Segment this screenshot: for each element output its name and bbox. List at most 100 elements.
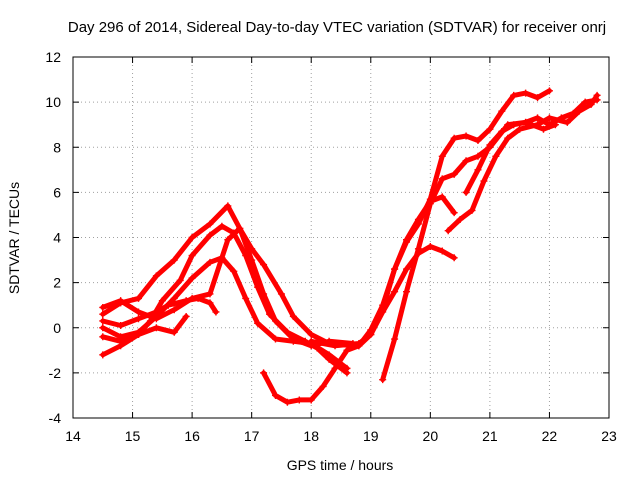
data-point <box>117 337 125 345</box>
data-point <box>170 306 178 314</box>
data-point <box>206 220 214 228</box>
data-point <box>504 134 512 142</box>
data-point <box>331 342 339 350</box>
data-point <box>99 324 107 332</box>
data-point <box>403 265 411 273</box>
grid-layer <box>73 57 609 418</box>
data-point <box>224 202 232 210</box>
data-point <box>403 238 411 246</box>
y-tick-label: -4 <box>49 410 62 426</box>
data-point <box>492 152 500 160</box>
data-point <box>271 317 279 325</box>
data-point <box>468 206 476 214</box>
data-point <box>444 227 452 235</box>
data-point <box>248 256 256 264</box>
data-point <box>510 121 518 129</box>
data-point <box>438 193 446 201</box>
data-point <box>206 299 214 307</box>
data-point <box>260 261 268 269</box>
data-point <box>206 231 214 239</box>
data-point <box>438 152 446 160</box>
data-point <box>182 297 190 305</box>
data-point <box>563 118 571 126</box>
data-point <box>206 290 214 298</box>
series-line <box>100 255 350 371</box>
data-point <box>403 288 411 296</box>
data-point <box>462 188 470 196</box>
data-point <box>343 364 351 372</box>
y-axis-label: SDTVAR / TECUs <box>6 182 22 294</box>
data-point <box>450 254 458 262</box>
data-point <box>462 157 470 165</box>
data-point <box>135 294 143 302</box>
data-point <box>486 141 494 149</box>
data-point <box>152 308 160 316</box>
data-point <box>498 127 506 135</box>
data-point <box>289 312 297 320</box>
chart-title: Day 296 of 2014, Sidereal Day-to-day VTE… <box>68 19 606 36</box>
data-point <box>367 326 375 334</box>
data-point <box>498 107 506 115</box>
x-tick-label: 22 <box>542 428 558 444</box>
series-track-12 <box>462 96 601 196</box>
data-point <box>277 290 285 298</box>
x-tick-label: 17 <box>244 428 260 444</box>
data-point <box>182 312 190 320</box>
data-point <box>260 290 268 298</box>
data-point <box>224 236 232 244</box>
data-point <box>391 265 399 273</box>
data-point <box>438 247 446 255</box>
x-tick-label: 19 <box>363 428 379 444</box>
data-point <box>534 94 542 102</box>
data-point <box>242 294 250 302</box>
y-tick-label: 4 <box>53 230 61 246</box>
data-point <box>450 134 458 142</box>
y-tick-label: 2 <box>53 275 61 291</box>
y-tick-label: 8 <box>53 139 61 155</box>
x-tick-label: 23 <box>601 428 617 444</box>
data-point <box>539 125 547 133</box>
data-point <box>99 351 107 359</box>
data-point <box>414 220 422 228</box>
x-axis-label: GPS time / hours <box>287 457 394 473</box>
y-tick-label: -2 <box>49 365 62 381</box>
data-point <box>391 335 399 343</box>
data-point <box>271 335 279 343</box>
data-point <box>170 256 178 264</box>
data-point <box>307 331 315 339</box>
y-tick-label: 6 <box>53 184 61 200</box>
data-point <box>426 200 434 208</box>
data-point <box>474 152 482 160</box>
data-point <box>426 243 434 251</box>
data-point <box>474 166 482 174</box>
data-point <box>99 333 107 341</box>
data-point <box>474 136 482 144</box>
data-point <box>593 96 601 104</box>
data-point <box>581 98 589 106</box>
data-point <box>534 121 542 129</box>
data-point <box>379 301 387 309</box>
x-tick-label: 20 <box>423 428 439 444</box>
data-point <box>283 398 291 406</box>
y-tick-label: 12 <box>45 49 61 65</box>
data-point <box>289 337 297 345</box>
x-tick-label: 15 <box>125 428 141 444</box>
data-point <box>99 317 107 325</box>
series-line <box>463 97 600 195</box>
data-point <box>248 245 256 253</box>
data-point <box>188 252 196 260</box>
data-point <box>152 324 160 332</box>
series-layer <box>99 87 601 406</box>
x-tick-label: 16 <box>184 428 200 444</box>
data-point <box>99 303 107 311</box>
data-point <box>462 132 470 140</box>
data-point <box>480 177 488 185</box>
data-point <box>170 294 178 302</box>
data-point <box>438 175 446 183</box>
data-point <box>516 125 524 133</box>
data-point <box>230 267 238 275</box>
data-point <box>450 170 458 178</box>
data-point <box>545 114 553 122</box>
